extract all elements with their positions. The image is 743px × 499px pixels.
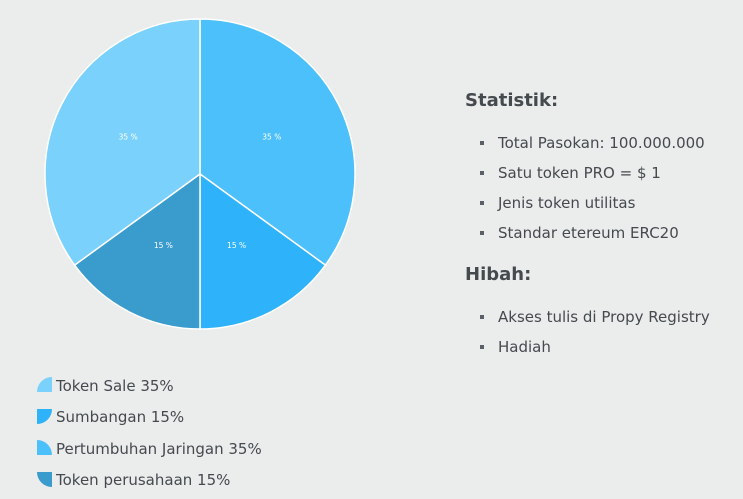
pie-slice-token-perusahaan[interactable] [73, 172, 201, 330]
grants-title: Hibah: [465, 264, 532, 285]
grants-list: Akses tulis di Propy Registry Hadiah [465, 302, 710, 362]
legend-item-token-sale[interactable]: Token Sale 35% [37, 370, 262, 402]
legend-item-token-perusahaan[interactable]: Token perusahaan 15% [37, 465, 262, 497]
pie-label-token-perusahaan: 15 % [154, 241, 173, 250]
legend-swatch-sumbangan [37, 408, 52, 424]
chart-legend: Token Sale 35% Sumbangan 15% Pertumbuhan… [37, 370, 262, 496]
legend-label-token-perusahaan: Token perusahaan 15% [56, 471, 231, 490]
stats-item: Standar etereum ERC20 [465, 218, 710, 248]
stats-item: Total Pasokan: 100.000.000 [465, 128, 710, 158]
stats-panel: Statistik: Total Pasokan: 100.000.000 Sa… [465, 88, 710, 362]
pie-slice-sumbangan[interactable] [199, 172, 327, 330]
legend-swatch-token-perusahaan [37, 471, 52, 487]
legend-swatch-pertumbuhan-jaringan [37, 440, 52, 456]
pie-slice-token-sale[interactable] [44, 18, 201, 267]
legend-item-sumbangan[interactable]: Sumbangan 15% [37, 402, 262, 434]
legend-swatch-token-sale [37, 377, 52, 393]
legend-label-sumbangan: Sumbangan 15% [56, 408, 185, 427]
stats-item: Satu token PRO = $ 1 [465, 158, 710, 188]
grants-item: Akses tulis di Propy Registry [465, 302, 710, 332]
pie-label-token-sale: 35 % [119, 132, 138, 141]
pie-label-pertumbuhan-jaringan: 35 % [262, 132, 281, 141]
legend-item-pertumbuhan-jaringan[interactable]: Pertumbuhan Jaringan 35% [37, 433, 262, 465]
pie-slice-pertumbuhan-jaringan[interactable] [199, 18, 356, 267]
stats-list: Total Pasokan: 100.000.000 Satu token PR… [465, 128, 710, 248]
pie-label-sumbangan: 15 % [227, 241, 246, 250]
stats-title: Statistik: [465, 90, 559, 111]
legend-label-token-sale: Token Sale 35% [56, 376, 174, 395]
grants-item: Hadiah [465, 332, 710, 362]
stats-item: Jenis token utilitas [465, 188, 710, 218]
legend-label-pertumbuhan-jaringan: Pertumbuhan Jaringan 35% [56, 439, 262, 458]
